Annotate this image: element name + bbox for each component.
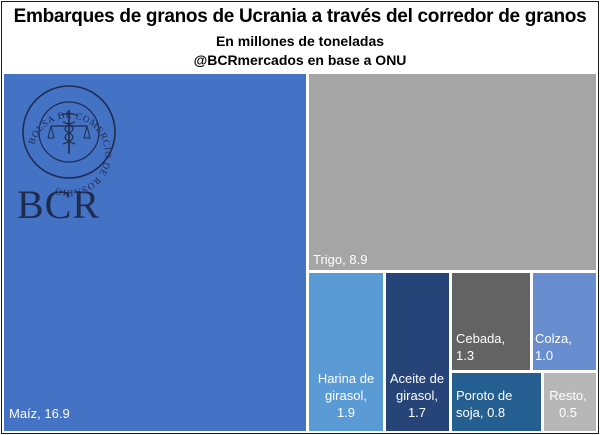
treemap-label-line: Harina de (318, 371, 374, 386)
treemap-cell-cebada: Cebada, 1.3 (452, 273, 530, 370)
treemap-label-line: 1.3 (456, 348, 474, 363)
treemap-cell-aceite: Aceite de girasol, 1.7 (386, 273, 449, 431)
treemap-label-line: Maíz, 16.9 (9, 406, 70, 421)
treemap-cell-colza: Colza, 1.0 (533, 273, 596, 370)
treemap-label-aceite: Aceite de girasol, 1.7 (390, 371, 444, 420)
treemap-label-harina: Harina de girasol, 1.9 (318, 371, 374, 420)
treemap-rect-maiz (4, 74, 306, 431)
treemap-rect-poroto (452, 373, 541, 431)
treemap-label-line: 1.7 (408, 405, 426, 420)
treemap-label-cebada: Cebada, 1.3 (456, 331, 505, 363)
treemap-label-resto: Resto, 0.5 (549, 388, 587, 420)
treemap-label-line: 1.9 (337, 405, 355, 420)
treemap-rect-colza (533, 273, 596, 370)
treemap-cell-resto: Resto, 0.5 (544, 373, 596, 431)
bcr-logo-text: BCR (17, 182, 100, 227)
bcr-watermark: BOLSA DE COMERCIO DE ROSARIO BCR (17, 85, 116, 227)
treemap-label-line: soja, 0.8 (456, 405, 505, 420)
chart-subtitle: En millones de toneladas (215, 33, 385, 49)
treemap-label-poroto: Poroto de soja, 0.8 (456, 388, 512, 420)
treemap-cell-maiz: Maíz, 16.9 (4, 74, 306, 431)
bcr-seal-icon: BOLSA DE COMERCIO DE ROSARIO (22, 85, 116, 197)
treemap-label-line: Trigo, 8.9 (313, 252, 367, 267)
chart-title: Embarques de granos de Ucrania a través … (13, 6, 587, 27)
treemap-cell-poroto: Poroto de soja, 0.8 (452, 373, 541, 431)
treemap-cell-harina: Harina de girasol, 1.9 (309, 273, 383, 431)
treemap-rect-aceite (386, 273, 449, 431)
treemap-label-trigo: Trigo, 8.9 (313, 252, 367, 267)
treemap-rect-harina (309, 273, 383, 431)
chart-source: @BCRmercados en base a ONU (193, 52, 407, 68)
treemap-label-line: 1.0 (535, 348, 553, 363)
treemap-label-line: Poroto de (456, 388, 512, 403)
treemap-rect-cebada (452, 273, 530, 370)
treemap-label-line: Cebada, (456, 331, 505, 346)
treemap-label-colza: Colza, 1.0 (535, 331, 572, 363)
treemap-label-maiz: Maíz, 16.9 (9, 406, 70, 421)
treemap-rect-resto (544, 373, 596, 431)
treemap-label-line: 0.5 (559, 405, 577, 420)
treemap-label-line: girasol, (396, 388, 438, 403)
treemap-label-line: Colza, (535, 331, 572, 346)
treemap-label-line: Aceite de (390, 371, 444, 386)
treemap-label-line: Resto, (549, 388, 587, 403)
treemap-label-line: girasol, (325, 388, 367, 403)
treemap-cell-trigo: Trigo, 8.9 (309, 74, 596, 270)
treemap-rect-trigo (309, 74, 596, 270)
